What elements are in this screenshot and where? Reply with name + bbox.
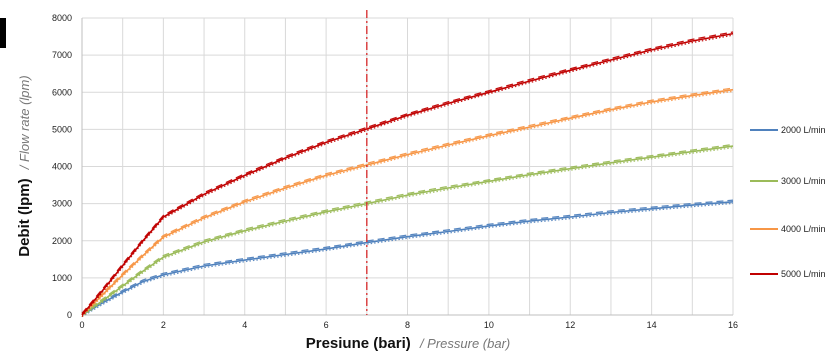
- x-axis-title-main: Presiune (bari): [306, 335, 411, 352]
- x-tick-label: 10: [484, 320, 494, 330]
- x-axis-title-secondary: / Pressure (bar): [419, 336, 510, 351]
- legend: 2000 L/min 3000 L/min 4000 L/min 5000 L/min: [750, 125, 826, 279]
- x-tick-label: 4: [242, 320, 247, 330]
- y-axis-title-secondary: / Flow rate (lpm): [17, 75, 32, 170]
- x-tick-label: 12: [565, 320, 575, 330]
- y-axis-title-main: Debit (lpm): [16, 178, 33, 256]
- y-tick-label: 7000: [52, 50, 72, 60]
- x-tick-label: 0: [79, 320, 84, 330]
- y-tick-label: 5000: [52, 124, 72, 134]
- y-tick-label: 1000: [52, 273, 72, 283]
- series-line: [81, 202, 734, 318]
- y-tick-label: 0: [67, 310, 72, 320]
- legend-label: 2000 L/min: [781, 125, 826, 135]
- y-axis-title: Debit (lpm) / Flow rate (lpm): [16, 75, 33, 256]
- y-tick-label: 6000: [52, 87, 72, 97]
- y-tick-label: 2000: [52, 236, 72, 246]
- series-line: [81, 201, 734, 316]
- x-tick-label: 6: [324, 320, 329, 330]
- legend-label: 4000 L/min: [781, 224, 826, 234]
- series-line: [81, 90, 734, 318]
- series-line: [81, 34, 734, 317]
- legend-label: 5000 L/min: [781, 269, 826, 279]
- corner-mark: [0, 18, 6, 48]
- x-tick-label: 14: [647, 320, 657, 330]
- y-tick-label: 3000: [52, 199, 72, 209]
- x-axis-title: Presiune (bari) / Pressure (bar): [306, 335, 511, 352]
- x-tick-label: 2: [161, 320, 166, 330]
- axes: 0 2 4 6 8 10 12 14 16 0 1000 2000 3000 4000 5000 6000 70…: [52, 13, 738, 330]
- y-tick-label: 8000: [52, 13, 72, 23]
- y-tick-label: 4000: [52, 162, 72, 172]
- legend-label: 3000 L/min: [781, 176, 826, 186]
- x-tick-label: 16: [728, 320, 738, 330]
- x-tick-label: 8: [405, 320, 410, 330]
- grid: [81, 17, 734, 316]
